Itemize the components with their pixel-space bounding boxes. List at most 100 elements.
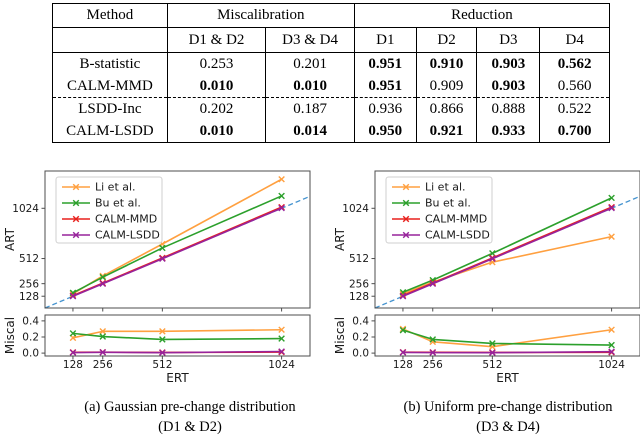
value-cell: 0.903 [476, 52, 540, 75]
caption-b: (b) Uniform pre-change distribution (D3 … [346, 397, 640, 437]
data-point-marker [608, 233, 615, 240]
legend-label: CALM-LSDD [425, 229, 490, 242]
series-line-calm-lsdd [72, 207, 282, 297]
legend-marker [402, 231, 410, 239]
legend-label: Bu et al. [95, 197, 141, 210]
data-point-marker [99, 273, 107, 281]
series-line-calm-lsdd [72, 350, 282, 354]
y-axis-label: ART [333, 227, 347, 251]
header-reduction: Reduction [353, 3, 610, 28]
y-tick-label: 256 [349, 278, 369, 290]
series-line-bu-et-al- [72, 195, 282, 294]
data-point-marker [99, 333, 107, 340]
series-line-calm-lsdd [402, 207, 612, 297]
method-cell: CALM-MMD [66, 77, 153, 94]
legend-label: Bu et al. [425, 197, 471, 210]
data-point-marker [159, 255, 166, 263]
header-d3d4: D3 & D4 [265, 27, 355, 53]
y-tick-label: 0.4 [352, 315, 369, 327]
x-axis-label: ERT [496, 371, 519, 385]
data-point-marker [69, 292, 77, 300]
table-row: B-statistic 0.253 0.201 0.951 0.910 0.903 0.56… [53, 52, 610, 75]
legend-marker [402, 199, 410, 207]
legend-label: CALM-MMD [425, 213, 487, 226]
header-miscalibration: Miscalibration [166, 3, 355, 28]
table-header-row-groups: Method Miscalibration Reduction [52, 3, 610, 28]
legend-marker [402, 215, 410, 223]
axes-spines [374, 170, 640, 309]
header-method: Method [52, 3, 168, 28]
caption-a-line2: (D1 & D2) [158, 419, 222, 435]
header-d4: D4 [539, 27, 610, 53]
value-cell: 0.201 [265, 52, 355, 75]
data-point-marker [489, 255, 496, 263]
header-d2: D2 [415, 27, 477, 53]
legend-label: CALM-LSDD [95, 229, 160, 242]
legend-label: Li et al. [95, 181, 136, 194]
value-cell: 0.951 [353, 75, 417, 98]
data-point-marker [608, 348, 615, 355]
value-cell: 0.522 [539, 97, 610, 120]
value-cell: 0.253 [166, 52, 266, 75]
x-tick-label: 1024 [268, 359, 295, 371]
y-tick-label: 0.2 [22, 332, 39, 344]
legend-marker [72, 231, 80, 239]
caption-a-line1: (a) Gaussian pre-change distribution [84, 399, 296, 415]
y-axis-label: Miscal [333, 317, 347, 354]
y-tick-label: 0.2 [352, 332, 369, 344]
table-header-row-sub: D1 & D2 D3 & D4 D1 D2 D3 D4 [52, 27, 610, 53]
data-point-marker [69, 349, 77, 356]
y-axis-label: ART [3, 227, 17, 251]
data-point-marker [429, 280, 437, 288]
data-point-marker [278, 326, 285, 334]
caption-b-line2: (D3 & D4) [476, 419, 540, 435]
subplot-miscal: 128 256 512 1024 0.0 0.2 0.4 Miscal [333, 314, 640, 371]
y-tick-label: 0.0 [22, 348, 39, 360]
data-point-marker [159, 244, 166, 252]
y-tick-label: 128 [19, 291, 39, 303]
x-axis-label: ERT [166, 371, 189, 385]
value-cell: 0.560 [539, 75, 610, 98]
value-cell: 0.014 [265, 120, 355, 143]
data-point-marker [489, 340, 496, 347]
data-point-marker [399, 326, 407, 334]
value-cell: 0.909 [415, 75, 477, 98]
data-point-marker [99, 280, 107, 288]
caption-b-line1: (b) Uniform pre-change distribution [403, 399, 613, 415]
data-point-marker [159, 349, 166, 356]
value-cell: 0.866 [415, 97, 477, 120]
legend-box [385, 176, 493, 244]
axes-spines [44, 314, 311, 357]
subplot-miscal: 128 256 512 1024 0.0 0.2 0.4 Miscal [3, 314, 311, 371]
value-cell: 0.910 [415, 52, 477, 75]
table-row: CALM-MMD 0.010 0.010 0.951 0.909 0.903 0.560 [53, 75, 610, 98]
data-point-marker [278, 335, 285, 342]
legend-marker [402, 183, 410, 191]
value-cell: 0.921 [415, 120, 477, 143]
data-point-marker [429, 349, 437, 356]
method-cell: CALM-LSDD [66, 122, 154, 139]
legend: Li et al. Bu et al. CALM-MMD CALM-LSDD [385, 176, 493, 244]
x-tick-label: 128 [393, 359, 413, 371]
value-cell: 0.903 [476, 75, 540, 98]
data-point-marker [69, 330, 77, 337]
header-d1: D1 [353, 27, 417, 53]
value-cell: 0.562 [539, 52, 610, 75]
table-row: LSDD-Inc 0.202 0.187 0.936 0.866 0.888 0.522 [52, 97, 610, 120]
series-line-bu-et-al- [402, 197, 612, 294]
value-cell: 0.010 [166, 120, 266, 143]
legend-marker [72, 199, 80, 207]
data-point-marker [608, 341, 615, 349]
y-tick-label: 1024 [12, 203, 39, 215]
data-point-marker [99, 349, 107, 356]
x-tick-label: 256 [423, 359, 443, 371]
value-cell: 0.933 [476, 120, 540, 143]
x-tick-label: 512 [482, 359, 502, 371]
series-line-calm-lsdd [402, 350, 612, 354]
y-tick-label: 1024 [342, 203, 369, 215]
results-table-wrap: Method Miscalibration Reduction D1 & D2 … [52, 3, 610, 143]
method-cell: LSDD-Inc [52, 97, 168, 120]
